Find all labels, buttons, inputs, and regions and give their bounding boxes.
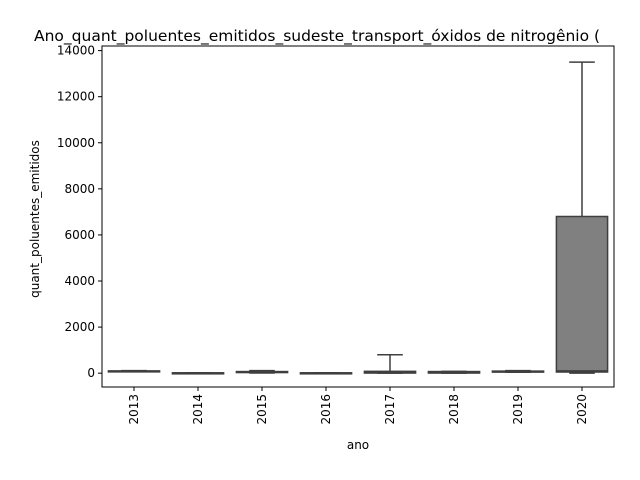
y-tick-label: 4000 [64, 274, 95, 288]
x-tick-label: 2018 [447, 394, 461, 425]
y-tick-label: 14000 [57, 44, 95, 58]
x-tick-label: 2019 [511, 394, 525, 425]
y-tick-label: 6000 [64, 228, 95, 242]
y-tick-label: 10000 [57, 136, 95, 150]
plot-frame [101, 45, 615, 388]
x-tick-label: 2014 [191, 394, 205, 425]
y-axis-label: quant_poluentes_emitidos [28, 140, 42, 298]
x-tick-label: 2016 [319, 394, 333, 425]
x-tick-label: 2013 [127, 394, 141, 425]
x-tick-label: 2020 [575, 394, 589, 425]
x-tick-label: 2015 [255, 394, 269, 425]
y-tick-label: 12000 [57, 90, 95, 104]
y-tick-label: 2000 [64, 320, 95, 334]
y-tick-label: 0 [87, 366, 95, 380]
y-tick-label: 8000 [64, 182, 95, 196]
x-axis-label: ano [347, 438, 369, 452]
box-2020 [555, 215, 609, 373]
x-tick-label: 2017 [383, 394, 397, 425]
plot-area: 0 2000 4000 6000 8000 10000 12000 14000 2013 2014… [57, 44, 615, 425]
chart-title: Ano_quant_poluentes_emitidos_sudeste_tra… [34, 27, 600, 46]
